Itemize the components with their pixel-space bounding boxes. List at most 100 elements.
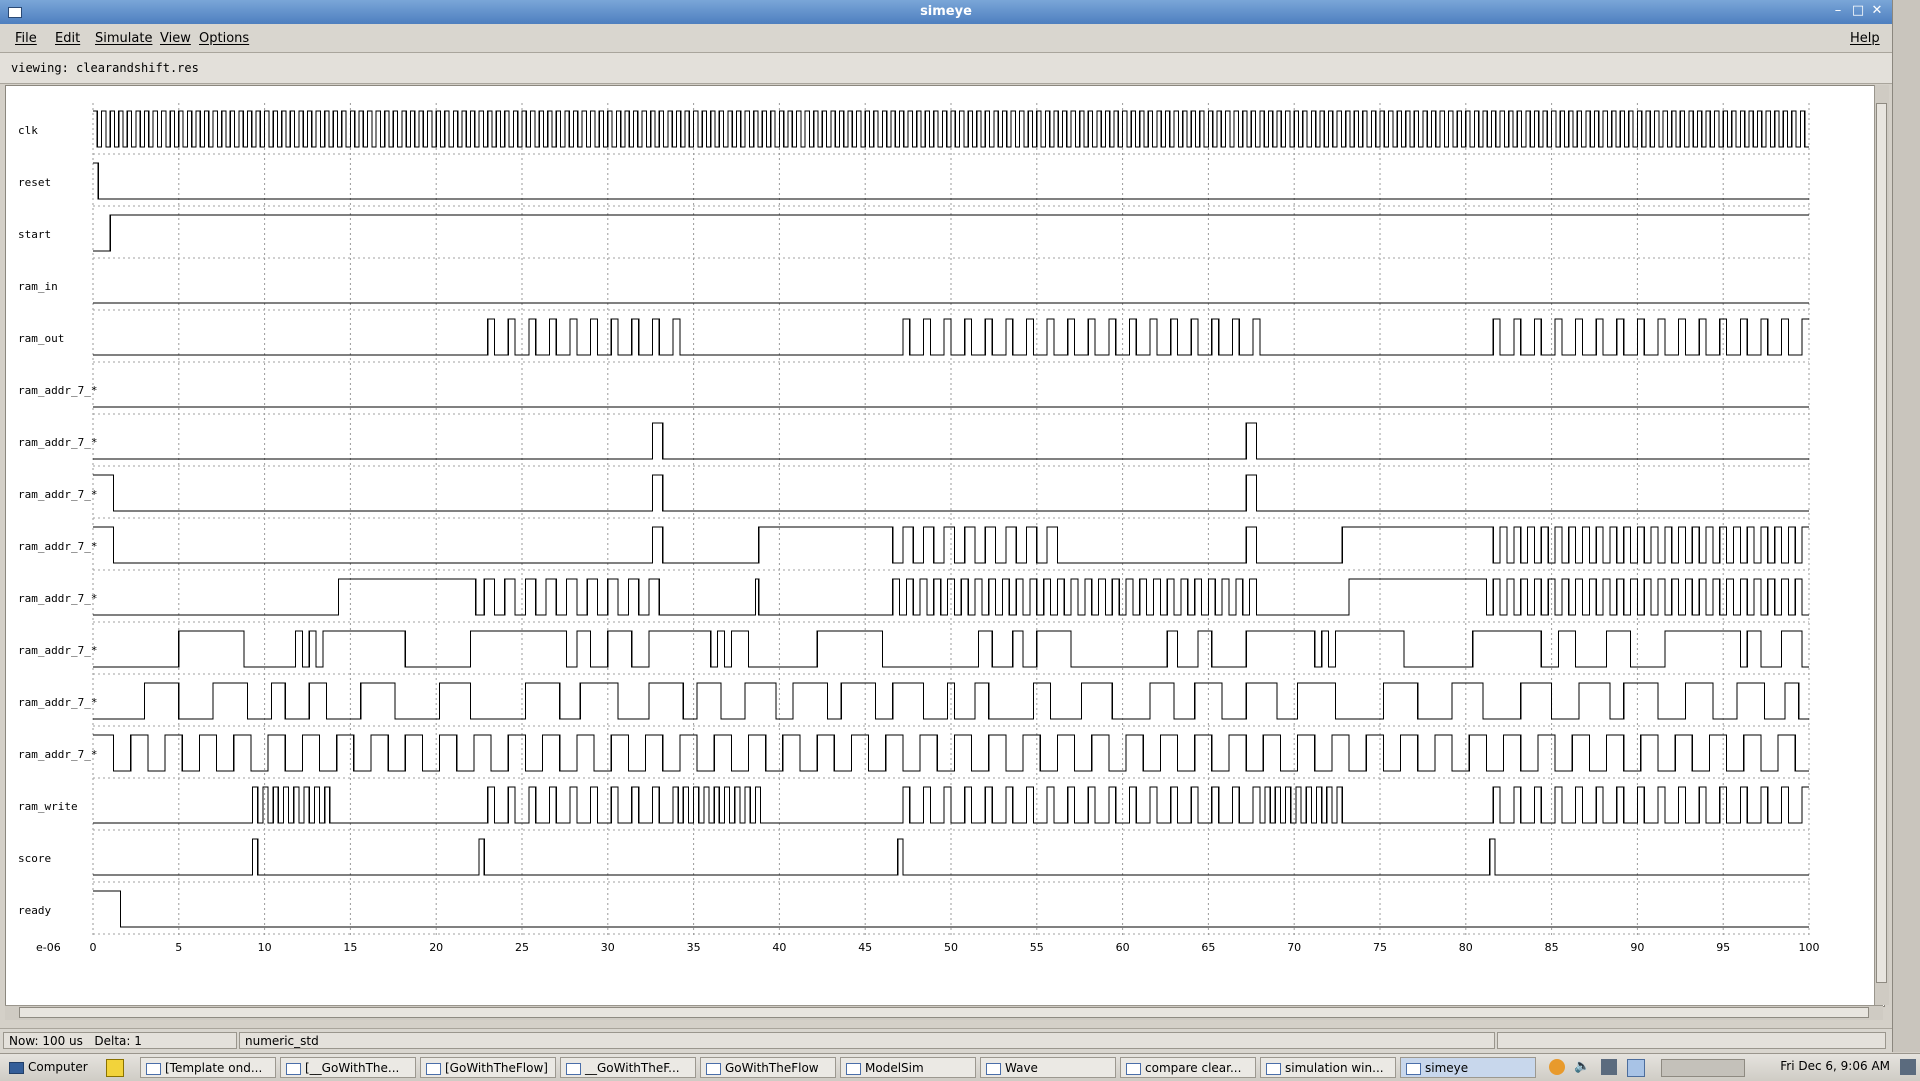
window-icon (1406, 1063, 1421, 1075)
signal-label[interactable]: clk (18, 124, 38, 137)
signal-waveform[interactable] (93, 630, 1809, 668)
taskbar-button-label: __GoWithTheF... (585, 1061, 680, 1075)
time-tick-label: 80 (1459, 941, 1473, 954)
menu-options[interactable]: Options (199, 31, 250, 46)
time-scale-label: e-06 (36, 941, 61, 954)
time-tick-label: 5 (175, 941, 182, 954)
time-tick-label: 25 (515, 941, 529, 954)
signal-waveform[interactable] (93, 734, 1809, 772)
signal-waveform[interactable] (93, 526, 1809, 564)
signal-label[interactable]: ram_addr_7_* (18, 748, 97, 761)
menu-simulate[interactable]: Simulate (95, 31, 153, 46)
taskbar-button[interactable]: ModelSim (840, 1057, 976, 1078)
menu-edit[interactable]: Edit (55, 31, 81, 46)
background-window-edge (1892, 0, 1920, 1052)
volume-icon[interactable]: 🔈 (1574, 1059, 1591, 1074)
library-box: numeric_std (239, 1032, 1495, 1049)
window-icon (706, 1063, 721, 1075)
signal-label[interactable]: ready (18, 904, 51, 917)
signal-label[interactable]: ram_addr_7_* (18, 644, 97, 657)
signal-label[interactable]: start (18, 228, 51, 241)
menu-help[interactable]: Help (1850, 31, 1880, 46)
time-tick-label: 35 (687, 941, 701, 954)
signal-label[interactable]: ram_addr_7_* (18, 696, 97, 709)
taskbar-button[interactable]: simulation win... (1260, 1057, 1396, 1078)
taskbar-button[interactable]: Wave (980, 1057, 1116, 1078)
taskbar-button-label: simeye (1425, 1061, 1469, 1075)
signal-waveform[interactable] (93, 110, 1809, 148)
time-tick-label: 45 (858, 941, 872, 954)
signal-label[interactable]: ram_in (18, 280, 58, 293)
clock[interactable]: Fri Dec 6, 9:06 AM (1780, 1059, 1890, 1073)
taskbar-button[interactable]: simeye (1400, 1057, 1536, 1078)
taskbar-button[interactable]: [GoWithTheFlow] (420, 1057, 556, 1078)
time-tick-label: 50 (944, 941, 958, 954)
window-icon (286, 1063, 301, 1075)
minimize-icon[interactable]: – (1834, 3, 1842, 18)
close-icon[interactable]: ✕ (1871, 3, 1883, 18)
vertical-scroll-thumb[interactable] (1876, 103, 1887, 983)
window-icon (1126, 1063, 1141, 1075)
taskbar-button-label: Wave (1005, 1061, 1038, 1075)
taskbar: Computer [Template ond... [__GoWithThe...… (0, 1053, 1920, 1081)
signal-waveform[interactable] (93, 786, 1809, 824)
sim-now: Now: 100 us (9, 1034, 83, 1048)
signal-waveform[interactable] (93, 162, 1809, 200)
status-extra-box (1497, 1032, 1886, 1049)
taskbar-button[interactable]: __GoWithTheF... (560, 1057, 696, 1078)
signal-waveform[interactable] (93, 682, 1809, 720)
sim-delta: Delta: 1 (94, 1034, 142, 1048)
taskbar-button[interactable]: GoWithTheFlow (700, 1057, 836, 1078)
signal-label[interactable]: ram_write (18, 800, 78, 813)
signal-label[interactable]: ram_addr_7_* (18, 436, 97, 449)
signal-waveform[interactable] (93, 890, 1809, 928)
taskbar-button[interactable]: compare clear... (1120, 1057, 1256, 1078)
horizontal-scroll-thumb[interactable] (19, 1007, 1869, 1018)
window-icon (146, 1063, 161, 1075)
vertical-scrollbar[interactable] (1874, 85, 1889, 1005)
menu-view[interactable]: View (160, 31, 191, 46)
taskbar-button[interactable]: [__GoWithThe... (280, 1057, 416, 1078)
window-icon (426, 1063, 441, 1075)
network-icon[interactable] (1601, 1059, 1617, 1075)
waveform-canvas[interactable]: clkresetstartram_inram_outram_addr_7_*ra… (6, 86, 1872, 1004)
show-desktop-icon[interactable] (1900, 1059, 1916, 1075)
signal-label[interactable]: reset (18, 176, 51, 189)
signal-waveform[interactable] (93, 578, 1809, 616)
signal-waveform[interactable] (93, 422, 1809, 460)
signal-label[interactable]: ram_addr_7_* (18, 592, 97, 605)
time-tick-label: 30 (601, 941, 615, 954)
notes-icon[interactable] (106, 1059, 124, 1077)
signal-waveform[interactable] (93, 474, 1809, 512)
signal-waveform[interactable] (93, 214, 1809, 252)
window-icon (986, 1063, 1001, 1075)
computer-label: Computer (28, 1060, 88, 1074)
signal-label[interactable]: ram_out (18, 332, 64, 345)
taskbar-button-label: GoWithTheFlow (725, 1061, 819, 1075)
time-tick-label: 40 (772, 941, 786, 954)
update-icon[interactable] (1549, 1059, 1565, 1075)
taskbar-button-label: ModelSim (865, 1061, 924, 1075)
signal-label[interactable]: ram_addr_7_* (18, 540, 97, 553)
signal-waveform[interactable] (93, 318, 1809, 356)
maximize-icon[interactable]: □ (1851, 3, 1865, 18)
time-tick-label: 75 (1373, 941, 1387, 954)
taskbar-button[interactable]: [Template ond... (140, 1057, 276, 1078)
window-menu-icon[interactable] (8, 7, 22, 18)
menu-file[interactable]: File (15, 31, 37, 46)
workspace-1-icon[interactable] (1627, 1059, 1645, 1077)
time-tick-label: 10 (258, 941, 272, 954)
taskbar-button-label: [GoWithTheFlow] (445, 1061, 548, 1075)
taskbar-button-label: [Template ond... (165, 1061, 263, 1075)
signal-waveform[interactable] (93, 838, 1809, 876)
window-title: simeye (920, 4, 972, 19)
window-titlebar[interactable]: simeye – □ ✕ (0, 0, 1892, 25)
signal-label[interactable]: ram_addr_7_* (18, 384, 97, 397)
signal-label[interactable]: score (18, 852, 51, 865)
signal-label[interactable]: ram_addr_7_* (18, 488, 97, 501)
time-tick-label: 60 (1116, 941, 1130, 954)
workspace-switcher[interactable] (1661, 1059, 1745, 1077)
horizontal-scrollbar[interactable] (5, 1005, 1883, 1020)
computer-menu-button[interactable]: Computer (4, 1057, 88, 1078)
waveform-panel[interactable]: clk reset start ram_in ram_out ram_addr_7_* ra… (5, 85, 1885, 1007)
